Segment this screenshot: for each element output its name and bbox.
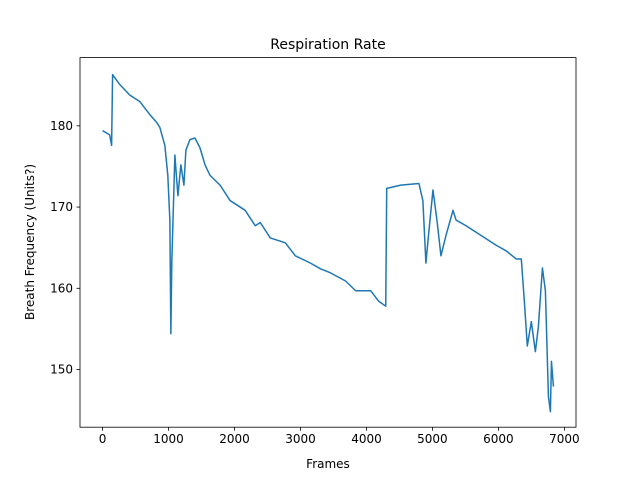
y-tick-label: 170 [50,200,73,214]
x-tick-label: 7000 [549,432,580,446]
x-tick-label: 4000 [351,432,382,446]
chart-title: Respiration Rate [270,37,386,53]
x-tick-label: 1000 [153,432,184,446]
axes-frame [79,57,577,428]
x-tick-label: 5000 [417,432,448,446]
x-tick-label: 3000 [285,432,316,446]
y-axis-label: Breath Frequency (Units?) [23,164,37,320]
x-axis-label: Frames [306,457,350,471]
y-tick-label: 150 [50,363,73,377]
y-tick-label: 160 [50,281,73,295]
data-line [102,73,555,413]
x-tick-label: 0 [99,432,107,446]
x-tick-label: 6000 [483,432,514,446]
plot-area [102,73,555,413]
y-tick-label: 180 [50,119,73,133]
x-tick-label: 2000 [219,432,250,446]
